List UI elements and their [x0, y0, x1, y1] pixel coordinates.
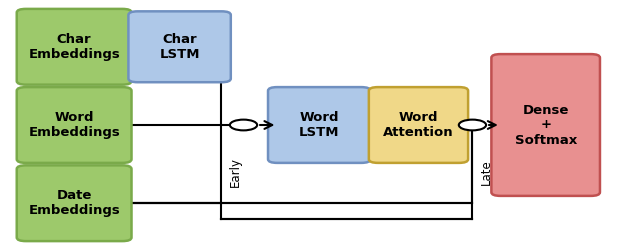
Text: Early: Early — [228, 157, 242, 187]
Circle shape — [459, 120, 486, 130]
Text: Char
LSTM: Char LSTM — [160, 33, 200, 61]
FancyBboxPatch shape — [491, 54, 600, 196]
FancyBboxPatch shape — [268, 87, 371, 163]
Text: Late: Late — [480, 159, 493, 185]
FancyBboxPatch shape — [17, 9, 131, 85]
FancyBboxPatch shape — [17, 87, 131, 163]
Text: Word
Attention: Word Attention — [383, 111, 454, 139]
Text: Date
Embeddings: Date Embeddings — [28, 189, 120, 217]
FancyBboxPatch shape — [17, 165, 131, 241]
Text: Char
Embeddings: Char Embeddings — [28, 33, 120, 61]
Text: Dense
+
Softmax: Dense + Softmax — [515, 104, 577, 146]
Text: Word
Embeddings: Word Embeddings — [28, 111, 120, 139]
FancyBboxPatch shape — [369, 87, 468, 163]
FancyBboxPatch shape — [128, 11, 231, 82]
Circle shape — [230, 120, 257, 130]
Text: Word
LSTM: Word LSTM — [299, 111, 339, 139]
